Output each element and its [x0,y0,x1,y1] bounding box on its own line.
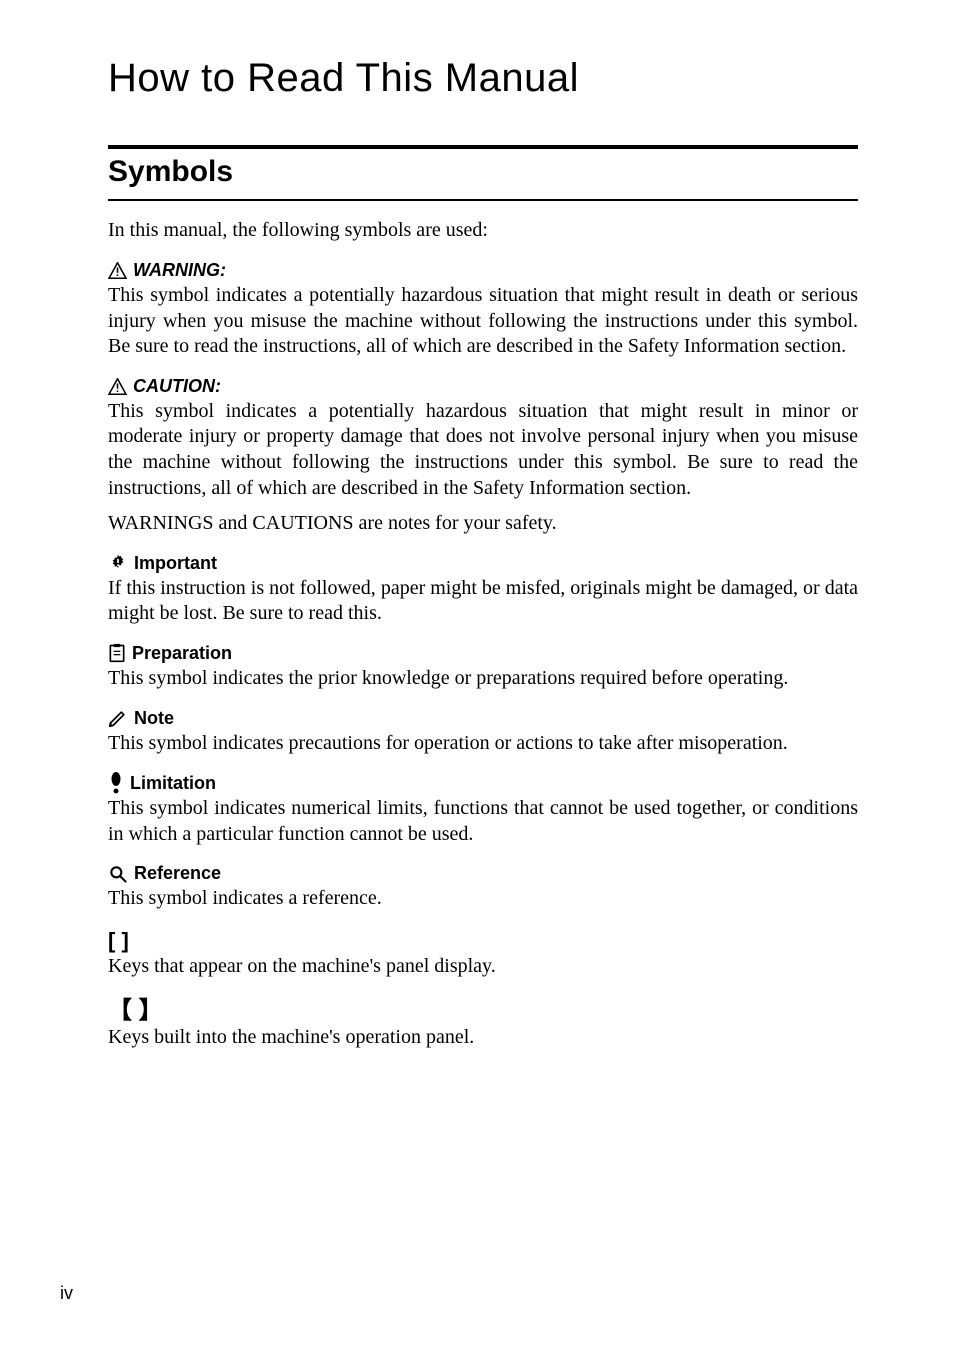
important-label: Important [134,553,217,574]
reference-label: Reference [134,863,221,884]
caution-body: This symbol indicates a potentially haza… [108,399,858,501]
warning-label: WARNING: [133,260,226,281]
bold-bracket-label: 【 】 [108,990,858,1025]
limitation-excl-icon [108,772,124,794]
page-title: How to Read This Manual [108,56,858,101]
bold-bracket-body: Keys built into the machine's operation … [108,1025,858,1051]
note-label-row: Note [108,708,858,729]
reference-label-row: Reference [108,863,858,884]
important-body: If this instruction is not followed, pap… [108,576,858,627]
important-label-row: Important [108,553,858,574]
warning-label-row: WARNING: [108,260,858,281]
caution-extra: WARNINGS and CAUTIONS are notes for your… [108,511,858,537]
preparation-label-row: Preparation [108,643,858,664]
warning-body: This symbol indicates a potentially haza… [108,283,858,360]
preparation-label: Preparation [132,643,232,664]
limitation-label-row: Limitation [108,772,858,794]
caution-triangle-icon [108,378,127,395]
section-heading: Symbols [108,153,858,195]
caution-label: CAUTION: [133,376,221,397]
page-number: iv [60,1283,73,1304]
square-bracket-label: [ ] [108,928,858,954]
note-pencil-icon [108,708,128,728]
preparation-clipboard-icon [108,643,126,663]
warning-triangle-icon [108,262,127,279]
important-gear-icon [108,553,128,573]
rule-top [108,145,858,149]
intro-text: In this manual, the following symbols ar… [108,219,858,242]
caution-label-row: CAUTION: [108,376,858,397]
rule-bottom [108,199,858,201]
note-body: This symbol indicates precautions for op… [108,731,858,757]
preparation-body: This symbol indicates the prior knowledg… [108,666,858,692]
limitation-label: Limitation [130,773,216,794]
note-label: Note [134,708,174,729]
reference-body: This symbol indicates a reference. [108,886,858,912]
page-root: How to Read This Manual Symbols In this … [0,0,954,1352]
limitation-body: This symbol indicates numerical limits, … [108,796,858,847]
square-bracket-body: Keys that appear on the machine's panel … [108,954,858,980]
reference-magnifier-icon [108,864,128,884]
